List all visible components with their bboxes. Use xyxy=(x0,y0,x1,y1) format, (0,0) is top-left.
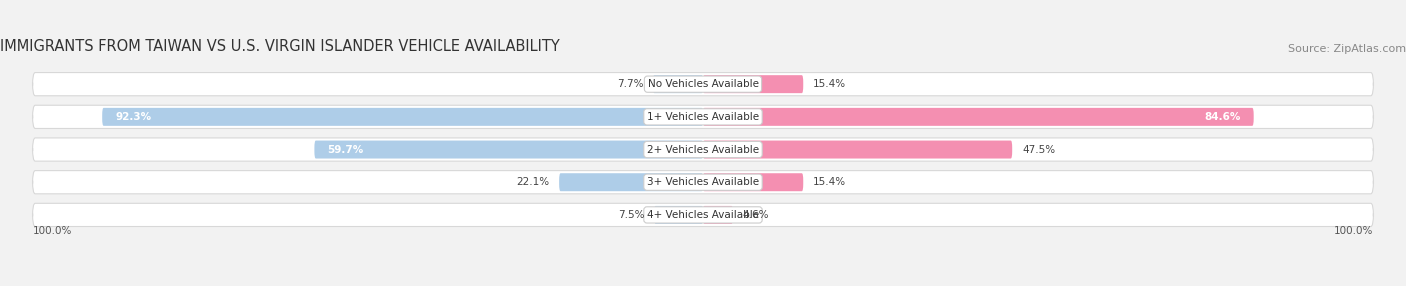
FancyBboxPatch shape xyxy=(32,73,1374,96)
Text: 100.0%: 100.0% xyxy=(1334,226,1374,236)
Text: 47.5%: 47.5% xyxy=(1022,144,1054,154)
FancyBboxPatch shape xyxy=(654,206,703,224)
FancyBboxPatch shape xyxy=(103,108,703,126)
FancyBboxPatch shape xyxy=(703,140,1012,158)
FancyBboxPatch shape xyxy=(32,203,1374,227)
FancyBboxPatch shape xyxy=(703,206,733,224)
Text: 22.1%: 22.1% xyxy=(516,177,550,187)
Text: No Vehicles Available: No Vehicles Available xyxy=(648,79,758,89)
Text: 15.4%: 15.4% xyxy=(813,79,846,89)
FancyBboxPatch shape xyxy=(32,105,1374,128)
Text: 59.7%: 59.7% xyxy=(328,144,364,154)
Text: Source: ZipAtlas.com: Source: ZipAtlas.com xyxy=(1288,44,1406,54)
Text: 4.6%: 4.6% xyxy=(742,210,769,220)
Text: 7.7%: 7.7% xyxy=(617,79,643,89)
Text: 100.0%: 100.0% xyxy=(32,226,72,236)
Text: 1+ Vehicles Available: 1+ Vehicles Available xyxy=(647,112,759,122)
Text: 4+ Vehicles Available: 4+ Vehicles Available xyxy=(647,210,759,220)
FancyBboxPatch shape xyxy=(315,140,703,158)
FancyBboxPatch shape xyxy=(560,173,703,191)
Text: IMMIGRANTS FROM TAIWAN VS U.S. VIRGIN ISLANDER VEHICLE AVAILABILITY: IMMIGRANTS FROM TAIWAN VS U.S. VIRGIN IS… xyxy=(0,39,560,54)
FancyBboxPatch shape xyxy=(703,173,803,191)
FancyBboxPatch shape xyxy=(652,75,703,93)
Text: 7.5%: 7.5% xyxy=(617,210,644,220)
FancyBboxPatch shape xyxy=(703,108,1254,126)
FancyBboxPatch shape xyxy=(32,138,1374,161)
Text: 2+ Vehicles Available: 2+ Vehicles Available xyxy=(647,144,759,154)
Text: 15.4%: 15.4% xyxy=(813,177,846,187)
Text: 3+ Vehicles Available: 3+ Vehicles Available xyxy=(647,177,759,187)
FancyBboxPatch shape xyxy=(32,171,1374,194)
FancyBboxPatch shape xyxy=(703,75,803,93)
Text: 84.6%: 84.6% xyxy=(1205,112,1240,122)
Text: 92.3%: 92.3% xyxy=(115,112,152,122)
